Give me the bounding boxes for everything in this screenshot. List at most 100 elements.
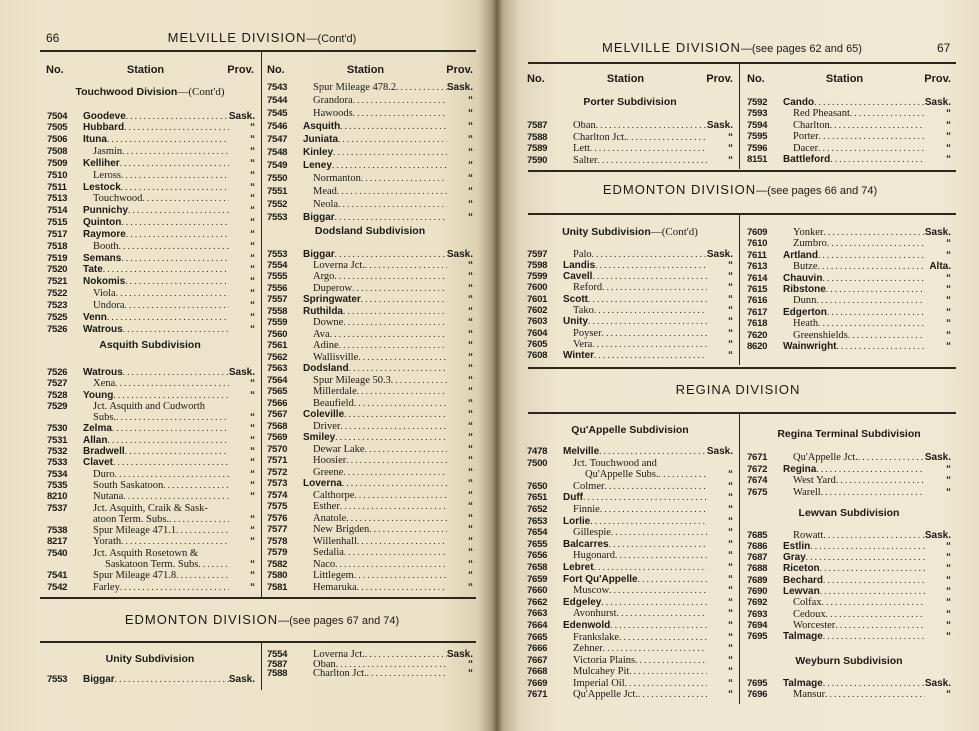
province: “ bbox=[728, 619, 733, 631]
dot-leader bbox=[835, 620, 925, 631]
station-number: 7575 bbox=[267, 501, 288, 513]
station-number: 7478 bbox=[527, 446, 548, 457]
header-prov: Prov. bbox=[446, 64, 473, 76]
province: “ bbox=[250, 491, 255, 503]
province: Sask. bbox=[446, 649, 473, 660]
heading-text: Asquith Subdivision bbox=[99, 339, 201, 351]
province: “ bbox=[468, 160, 473, 171]
station-name: Jct. Asquith and Cudworth bbox=[93, 400, 205, 412]
dot-leader bbox=[627, 132, 707, 143]
subdivision-heading: Unity Subdivision—(Cont'd) bbox=[527, 225, 733, 239]
station-name: Melville bbox=[563, 446, 600, 457]
province: “ bbox=[250, 311, 255, 323]
station-row: 7505 Hubbard “ bbox=[47, 122, 255, 134]
dot-leader bbox=[353, 107, 447, 119]
station-name: Avonhurst bbox=[573, 608, 617, 620]
dot-leader bbox=[353, 94, 447, 106]
dot-leader bbox=[369, 524, 447, 535]
station-number: 7520 bbox=[47, 264, 68, 276]
station-row: 7605 Vera “ bbox=[527, 339, 733, 350]
station-row: 7580 Littlegem “ bbox=[267, 570, 473, 581]
province: “ bbox=[250, 146, 255, 158]
province: “ bbox=[946, 142, 951, 154]
station-row: 7560 Ava “ bbox=[267, 329, 473, 340]
station-number: 7535 bbox=[47, 479, 68, 491]
province: Sask. bbox=[228, 367, 255, 378]
station-number: 7529 bbox=[47, 400, 68, 412]
station-row: 7541 Spur Mileage 471.8 “ bbox=[47, 570, 255, 581]
station-row: 7504 Goodeve Sask. bbox=[47, 111, 255, 123]
dot-leader bbox=[819, 131, 925, 142]
heading-text: Regina Terminal Subdivision bbox=[777, 428, 921, 440]
dot-leader bbox=[592, 249, 707, 260]
dot-leader bbox=[352, 283, 447, 294]
station-number: 7686 bbox=[747, 540, 768, 552]
province: “ bbox=[946, 574, 951, 586]
station-name: Dunn bbox=[793, 295, 817, 307]
station-name: Ribstone bbox=[783, 284, 826, 296]
dot-leader bbox=[163, 480, 229, 491]
station-row: 7616 Dunn “ bbox=[747, 295, 951, 306]
station-row: 7519 Semans “ bbox=[47, 253, 255, 265]
province: “ bbox=[728, 631, 733, 643]
dot-leader bbox=[335, 211, 447, 223]
station-number: 7672 bbox=[747, 463, 768, 475]
dot-leader bbox=[125, 276, 229, 287]
station-name: Gray bbox=[783, 552, 806, 564]
province: “ bbox=[728, 131, 733, 143]
division-title: MELVILLE DIVISION—(Cont'd) bbox=[168, 30, 357, 45]
column-divider bbox=[739, 64, 741, 169]
station-row: 7653 Lorlie “ bbox=[527, 516, 733, 528]
province: “ bbox=[728, 154, 733, 166]
station-number: 7602 bbox=[527, 304, 548, 316]
dot-leader bbox=[338, 133, 447, 145]
dot-leader bbox=[333, 146, 447, 158]
station-number: 7588 bbox=[267, 668, 288, 679]
province: “ bbox=[468, 386, 473, 398]
station-name: Gillespie bbox=[573, 527, 611, 539]
station-number: 7523 bbox=[47, 300, 68, 311]
station-name: Frankslake bbox=[573, 631, 620, 643]
station-row: 7552 Neola “ bbox=[267, 198, 473, 211]
header-station: Station bbox=[346, 64, 385, 76]
station-number: 7666 bbox=[527, 643, 548, 655]
dot-leader bbox=[598, 155, 708, 166]
province: “ bbox=[946, 475, 951, 487]
dot-leader bbox=[339, 340, 447, 351]
station-name: Allan bbox=[83, 434, 108, 446]
station-row: 7546 Asquith “ bbox=[267, 120, 473, 133]
dot-leader bbox=[816, 295, 925, 306]
station-row: 7550 Normanton “ bbox=[267, 172, 473, 185]
station-number: 7580 bbox=[267, 570, 288, 582]
station-name: Poyser bbox=[573, 327, 602, 339]
heading-note: —(Cont'd) bbox=[650, 226, 698, 238]
station-number: 7548 bbox=[267, 147, 288, 158]
station-row: 7695 Talmage Sask. bbox=[747, 678, 951, 689]
dot-leader bbox=[590, 516, 707, 528]
station-row: 7593 Red Pheasant “ bbox=[747, 108, 951, 119]
station-number: 7660 bbox=[527, 585, 548, 597]
station-number: 7514 bbox=[47, 205, 68, 217]
station-row: 7595 Porter “ bbox=[747, 131, 951, 142]
station-name: Cedoux bbox=[793, 608, 826, 620]
station-row: 7671 Qu'Appelle Jct. “ bbox=[527, 689, 733, 701]
dot-leader bbox=[346, 455, 447, 466]
province: “ bbox=[946, 563, 951, 575]
province: “ bbox=[468, 374, 473, 386]
station-number: 7596 bbox=[747, 142, 768, 154]
station-name: Spur Mileage 471.1 bbox=[93, 525, 177, 537]
province: “ bbox=[250, 300, 255, 311]
province: “ bbox=[468, 108, 473, 119]
station-row: 7508 Jasmin “ bbox=[47, 146, 255, 158]
dot-leader bbox=[827, 307, 925, 318]
dot-leader bbox=[818, 318, 925, 329]
station-row: 7553 Biggar “ bbox=[267, 211, 473, 224]
station-row: 7520 Tate “ bbox=[47, 264, 255, 276]
station-row: 7588 Charlton Jct. “ bbox=[267, 669, 473, 679]
division-note: —(Cont'd) bbox=[306, 33, 357, 45]
rule bbox=[528, 62, 956, 64]
dot-leader bbox=[349, 363, 447, 374]
rule bbox=[40, 597, 476, 599]
station-row: 7529 Jct. Asquith and Cudworth bbox=[47, 401, 255, 412]
station-row: 7613 Butze Alta. bbox=[747, 261, 951, 272]
